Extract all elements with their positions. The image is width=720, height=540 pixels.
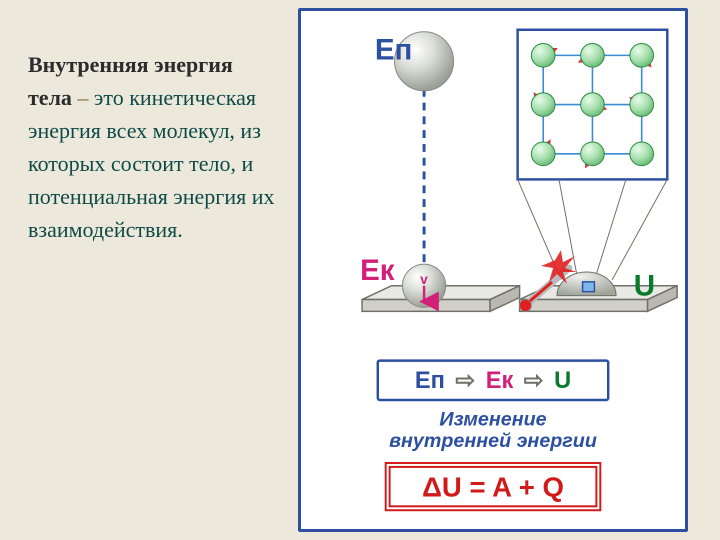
label-u: U bbox=[634, 270, 655, 303]
caption-line2: внутренней энергии bbox=[389, 430, 597, 452]
caption-line1: Изменение bbox=[439, 409, 546, 431]
label-v: v bbox=[420, 272, 428, 287]
lattice bbox=[531, 44, 653, 166]
dome-window bbox=[583, 282, 595, 292]
definition-dash: – bbox=[72, 85, 94, 110]
flow-text: Eп ⇨ Eк ⇨ U bbox=[415, 368, 571, 394]
definition-text: Внутренняя энергия тела – это кинетическ… bbox=[28, 48, 278, 246]
label-ep: Eп bbox=[375, 33, 413, 66]
projection-lines bbox=[518, 179, 668, 279]
diagram-svg: Eп v Eк U bbox=[301, 11, 685, 529]
label-ek: Eк bbox=[360, 254, 395, 287]
diagram-panel: Eп v Eк U bbox=[298, 8, 688, 532]
formula-text: ΔU = A + Q bbox=[422, 471, 564, 502]
